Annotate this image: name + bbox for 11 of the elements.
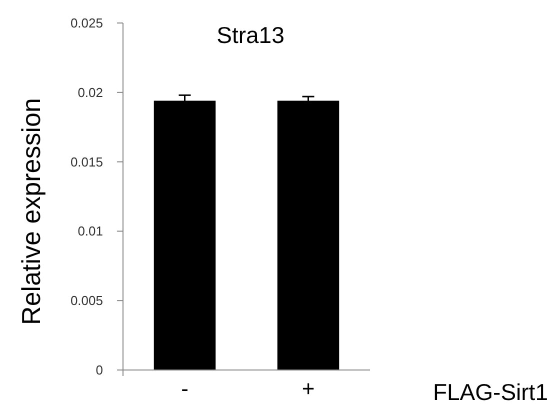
- y-tick-label: 0.01: [78, 224, 103, 239]
- y-tick-label: 0.025: [70, 16, 103, 30]
- y-tick-label: 0.005: [70, 293, 103, 308]
- x-tick-label: +: [302, 376, 315, 401]
- y-tick-label: 0.02: [78, 84, 103, 100]
- y-tick-label: 0: [96, 362, 103, 378]
- y-tick-label: 0.015: [70, 154, 103, 170]
- y-axis-title: Relative expression: [16, 98, 46, 325]
- x-axis-title: FLAG-Sirt1: [432, 379, 548, 405]
- x-tick-label: -: [181, 376, 188, 401]
- chart-title: Stra13: [216, 22, 284, 48]
